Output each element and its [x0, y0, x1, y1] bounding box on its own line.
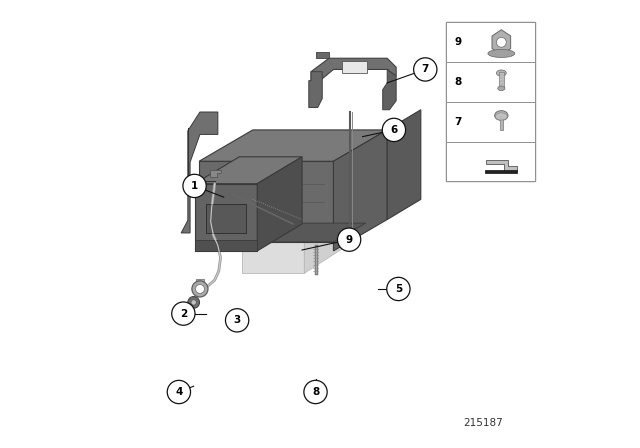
Circle shape: [172, 302, 195, 325]
Bar: [342, 61, 367, 73]
Polygon shape: [316, 52, 329, 58]
Circle shape: [387, 277, 410, 301]
Polygon shape: [333, 130, 387, 251]
Bar: [500, 116, 503, 130]
Polygon shape: [387, 110, 421, 220]
Ellipse shape: [495, 111, 508, 121]
Text: 8: 8: [312, 387, 319, 397]
Bar: [205, 204, 246, 233]
Circle shape: [195, 284, 204, 293]
Circle shape: [337, 228, 361, 251]
Bar: [284, 170, 295, 177]
Polygon shape: [492, 30, 511, 55]
Text: 3: 3: [234, 315, 241, 325]
Text: 1: 1: [191, 181, 198, 191]
Polygon shape: [196, 279, 204, 285]
Bar: [499, 72, 504, 87]
Text: 6: 6: [390, 125, 397, 135]
Polygon shape: [199, 223, 365, 242]
Polygon shape: [383, 69, 396, 110]
Circle shape: [192, 281, 208, 297]
Bar: [446, 142, 535, 181]
Ellipse shape: [498, 86, 505, 90]
Ellipse shape: [488, 49, 515, 57]
Circle shape: [304, 380, 327, 404]
Polygon shape: [181, 112, 218, 233]
Ellipse shape: [497, 70, 506, 76]
Text: 9: 9: [346, 235, 353, 245]
Text: 5: 5: [395, 284, 402, 294]
Text: 215187: 215187: [463, 418, 504, 428]
Bar: [446, 22, 535, 181]
Polygon shape: [486, 160, 517, 171]
Polygon shape: [305, 177, 342, 273]
Text: 8: 8: [454, 77, 461, 87]
Text: 7: 7: [422, 65, 429, 74]
Circle shape: [167, 380, 191, 404]
Circle shape: [191, 300, 196, 305]
Circle shape: [382, 118, 406, 142]
Bar: [446, 102, 535, 142]
Circle shape: [183, 174, 206, 198]
Text: 7: 7: [454, 117, 462, 127]
Polygon shape: [311, 58, 396, 81]
Bar: [485, 170, 518, 173]
Circle shape: [497, 37, 506, 47]
Polygon shape: [308, 72, 323, 108]
Circle shape: [413, 58, 437, 81]
Bar: [446, 62, 535, 102]
Polygon shape: [195, 157, 302, 184]
Text: 9: 9: [454, 37, 461, 47]
Circle shape: [188, 297, 200, 308]
Polygon shape: [241, 177, 342, 202]
Polygon shape: [195, 240, 257, 251]
Polygon shape: [257, 157, 302, 251]
Polygon shape: [199, 161, 333, 242]
Polygon shape: [195, 184, 257, 251]
Ellipse shape: [495, 113, 507, 120]
Polygon shape: [199, 130, 387, 161]
Text: 2: 2: [180, 309, 187, 319]
Polygon shape: [241, 202, 305, 273]
Polygon shape: [210, 170, 221, 177]
Text: 4: 4: [175, 387, 182, 397]
Bar: [446, 22, 535, 62]
Circle shape: [225, 309, 249, 332]
Bar: [311, 170, 320, 177]
